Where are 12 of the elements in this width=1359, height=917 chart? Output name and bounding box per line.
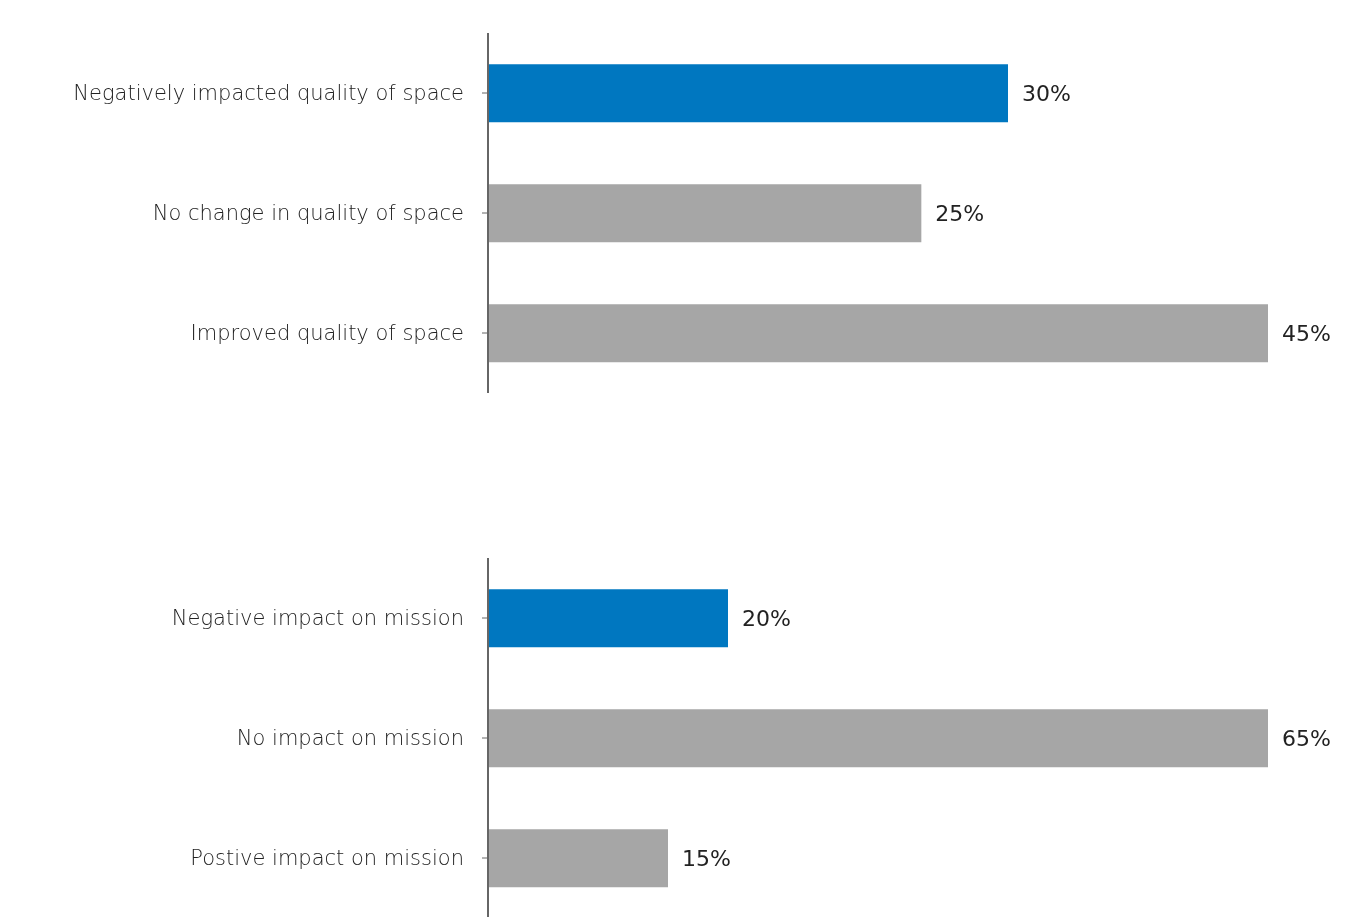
data-label: 30% xyxy=(1022,81,1071,107)
y-tick-label: No change in quality of space xyxy=(152,201,464,226)
y-tick-label: Improved quality of space xyxy=(190,321,464,346)
data-label: 45% xyxy=(1282,321,1331,347)
y-tick-label: Negative impact on mission xyxy=(171,606,464,631)
y-tick-label: Postive impact on mission xyxy=(190,846,464,871)
y-tick-label: No impact on mission xyxy=(236,726,464,751)
y-tick-label: Negatively impacted quality of space xyxy=(73,81,464,106)
data-label: 15% xyxy=(682,846,731,872)
data-label: 20% xyxy=(742,606,791,632)
data-label: 65% xyxy=(1282,726,1331,752)
data-label: 25% xyxy=(935,201,985,227)
